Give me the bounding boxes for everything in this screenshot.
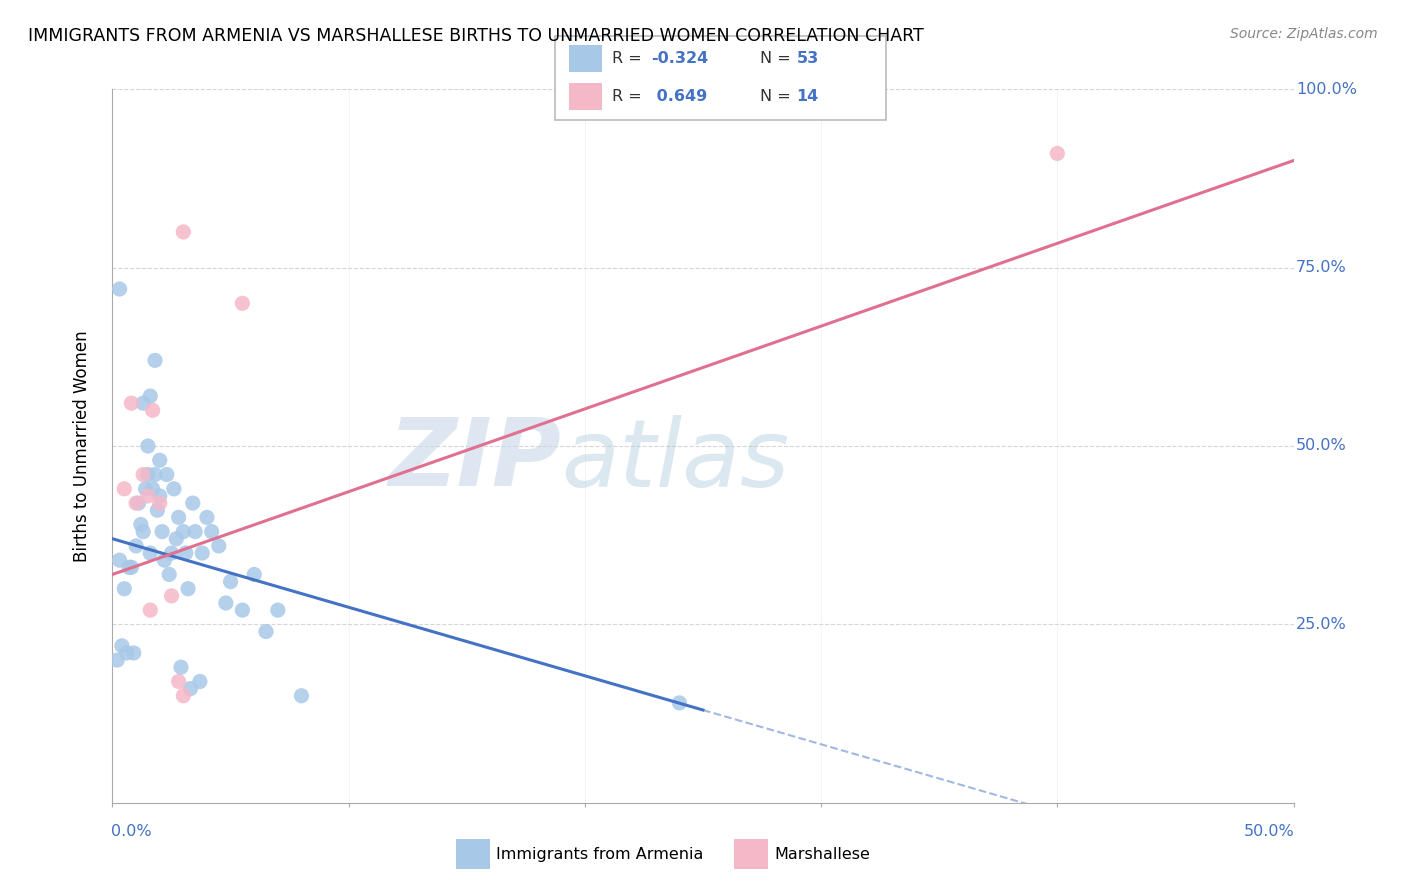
Point — [184, 524, 207, 539]
Point — [139, 546, 162, 560]
Point — [177, 582, 200, 596]
Point — [132, 396, 155, 410]
Point — [179, 681, 201, 696]
Point — [150, 524, 173, 539]
Point — [174, 546, 197, 560]
Y-axis label: Births to Unmarried Women: Births to Unmarried Women — [73, 330, 91, 562]
Point — [181, 496, 204, 510]
Point — [267, 603, 290, 617]
Point — [132, 467, 155, 482]
Point — [167, 510, 190, 524]
Point — [149, 453, 172, 467]
Bar — [568, 45, 602, 72]
Point — [112, 582, 135, 596]
Text: ZIP: ZIP — [388, 414, 561, 507]
Point — [165, 532, 187, 546]
Point — [167, 674, 190, 689]
Point — [132, 524, 155, 539]
Text: 25.0%: 25.0% — [1296, 617, 1347, 632]
Point — [125, 539, 148, 553]
Point — [142, 403, 165, 417]
Point — [129, 517, 152, 532]
Point — [195, 510, 218, 524]
Text: Marshallese: Marshallese — [775, 847, 870, 862]
Point — [201, 524, 224, 539]
Point — [120, 396, 142, 410]
Text: 0.0%: 0.0% — [111, 824, 152, 839]
Point — [136, 467, 159, 482]
Point — [108, 282, 131, 296]
Point — [127, 496, 149, 510]
Point — [668, 696, 690, 710]
Text: N =: N = — [761, 51, 796, 66]
Point — [115, 646, 138, 660]
Text: 50.0%: 50.0% — [1244, 824, 1295, 839]
Point — [156, 467, 179, 482]
Point — [172, 225, 194, 239]
Point — [188, 674, 211, 689]
Text: R =: R = — [612, 51, 647, 66]
Bar — [456, 839, 489, 869]
Point — [112, 482, 135, 496]
Point — [146, 503, 169, 517]
Point — [191, 546, 214, 560]
Point — [254, 624, 277, 639]
Point — [122, 646, 145, 660]
Point — [136, 439, 159, 453]
Text: N =: N = — [761, 89, 796, 104]
Point — [149, 489, 172, 503]
Point — [172, 689, 194, 703]
Bar — [568, 83, 602, 111]
Text: IMMIGRANTS FROM ARMENIA VS MARSHALLESE BIRTHS TO UNMARRIED WOMEN CORRELATION CHA: IMMIGRANTS FROM ARMENIA VS MARSHALLESE B… — [28, 27, 924, 45]
Point — [125, 496, 148, 510]
Text: 53: 53 — [797, 51, 818, 66]
Text: 100.0%: 100.0% — [1296, 82, 1357, 96]
Point — [105, 653, 128, 667]
Bar — [734, 839, 768, 869]
Point — [160, 589, 183, 603]
Point — [143, 467, 166, 482]
Point — [120, 560, 142, 574]
Point — [231, 296, 253, 310]
Text: 0.649: 0.649 — [651, 89, 707, 104]
Point — [139, 389, 162, 403]
Point — [231, 603, 253, 617]
Point — [118, 560, 141, 574]
Point — [157, 567, 180, 582]
FancyBboxPatch shape — [555, 36, 886, 120]
Point — [215, 596, 238, 610]
Text: Source: ZipAtlas.com: Source: ZipAtlas.com — [1230, 27, 1378, 41]
Point — [208, 539, 231, 553]
Point — [139, 603, 162, 617]
Text: R =: R = — [612, 89, 647, 104]
Text: atlas: atlas — [561, 415, 790, 506]
Point — [1046, 146, 1069, 161]
Point — [160, 546, 183, 560]
Text: Immigrants from Armenia: Immigrants from Armenia — [496, 847, 703, 862]
Text: 14: 14 — [797, 89, 818, 104]
Point — [143, 353, 166, 368]
Point — [111, 639, 134, 653]
Point — [108, 553, 131, 567]
Text: 75.0%: 75.0% — [1296, 260, 1347, 275]
Point — [142, 482, 165, 496]
Point — [243, 567, 266, 582]
Point — [163, 482, 186, 496]
Text: -0.324: -0.324 — [651, 51, 709, 66]
Point — [136, 489, 159, 503]
Point — [290, 689, 312, 703]
Point — [149, 496, 172, 510]
Point — [172, 524, 194, 539]
Point — [153, 553, 176, 567]
Point — [219, 574, 242, 589]
Text: 50.0%: 50.0% — [1296, 439, 1347, 453]
Point — [135, 482, 157, 496]
Point — [170, 660, 193, 674]
